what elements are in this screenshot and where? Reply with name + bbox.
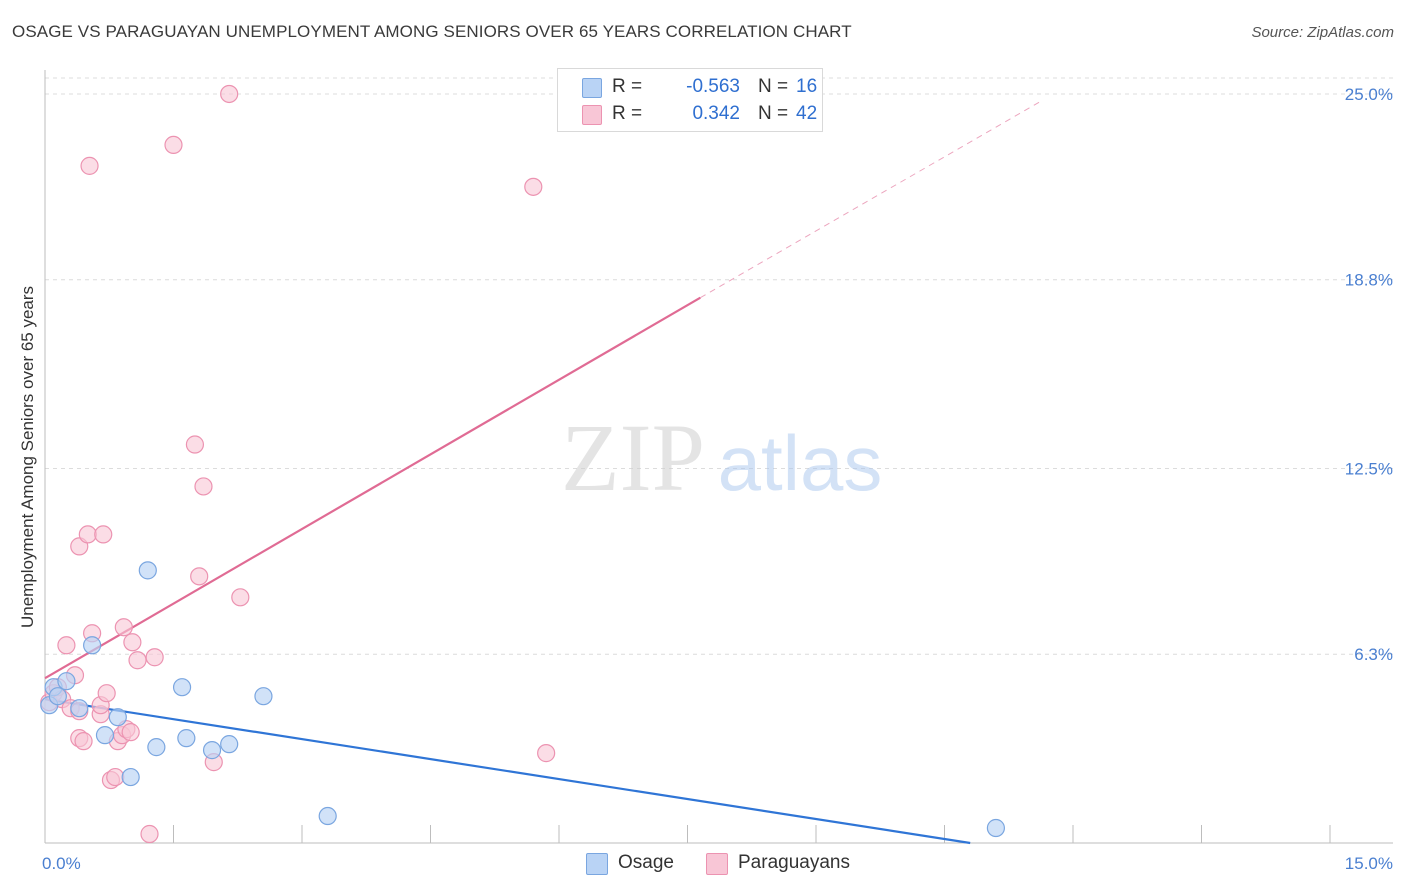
- paraguayans-point: [537, 744, 556, 763]
- x-tick-label: 0.0%: [42, 854, 81, 873]
- source-label: Source: ZipAtlas.com: [1251, 24, 1394, 41]
- tick-labels: 6.3% 12.5% 18.8% 25.0% 0.0% 15.0%: [42, 85, 1393, 873]
- bottom-osage-swatch: [586, 853, 608, 875]
- paraguayans-point: [140, 824, 159, 844]
- osage-point: [70, 699, 89, 718]
- paraguayans-r-value: 0.342: [692, 103, 740, 124]
- paraguayans-point: [121, 723, 140, 742]
- osage-r-value: -0.563: [686, 76, 740, 97]
- paraguayans-point: [94, 525, 113, 544]
- osage-point: [254, 687, 273, 706]
- osage-point: [172, 678, 192, 697]
- paraguayans-point: [78, 525, 97, 544]
- osage-point: [83, 636, 102, 655]
- paraguayans-point: [185, 435, 205, 454]
- paraguayans-r-label: R =: [612, 103, 643, 124]
- paraguayans-point: [194, 477, 213, 496]
- osage-n-value: 16: [796, 76, 818, 97]
- paraguayans-point: [220, 84, 239, 104]
- osage-point: [147, 738, 166, 757]
- osage-point: [48, 687, 67, 706]
- y-tick-label: 6.3%: [1354, 645, 1393, 664]
- paraguayans-point: [190, 567, 209, 586]
- data-points: [40, 84, 1006, 844]
- trend-lines: [44, 99, 1044, 845]
- paraguayans-trend-line: [44, 296, 701, 680]
- osage-point: [108, 708, 127, 727]
- paraguayans-point: [57, 636, 76, 655]
- paraguayans-point: [74, 732, 93, 751]
- axes: [44, 70, 1393, 844]
- y-tick-label: 12.5%: [1345, 459, 1393, 478]
- y-axis-label: Unemployment Among Seniors over 65 years: [18, 286, 37, 628]
- paraguayans-n-value: 42: [796, 103, 818, 124]
- paraguayans-point: [106, 767, 125, 787]
- osage-point: [138, 561, 157, 580]
- paraguayans-point: [97, 684, 116, 703]
- paraguayans-point: [164, 135, 183, 155]
- paraguayans-point: [114, 618, 133, 637]
- osage-point: [220, 735, 239, 754]
- bottom-osage-label: Osage: [618, 852, 674, 873]
- osage-n-label: N =: [758, 76, 789, 97]
- paraguayans-point: [524, 177, 543, 196]
- paraguayans-swatch: [582, 105, 602, 125]
- osage-point: [318, 806, 337, 826]
- osage-point: [202, 741, 222, 760]
- watermark: ZIP atlas: [561, 404, 882, 511]
- y-tick-label: 18.8%: [1345, 271, 1393, 290]
- osage-trend-line: [44, 698, 971, 845]
- osage-point: [986, 818, 1006, 838]
- x-tick-label: 15.0%: [1345, 854, 1393, 873]
- osage-point: [57, 672, 76, 691]
- osage-point: [95, 726, 115, 745]
- paraguayans-point: [145, 648, 164, 667]
- watermark-atlas: atlas: [718, 419, 883, 507]
- paraguayans-point: [128, 651, 147, 670]
- bottom-paraguayans-swatch: [706, 853, 728, 875]
- osage-point: [121, 767, 140, 787]
- chart-title: OSAGE VS PARAGUAYAN UNEMPLOYMENT AMONG S…: [12, 22, 852, 41]
- y-tick-label: 25.0%: [1345, 85, 1393, 104]
- bottom-paraguayans-label: Paraguayans: [738, 852, 850, 873]
- osage-swatch: [582, 78, 602, 98]
- paraguayans-point: [123, 633, 142, 652]
- paraguayans-point: [231, 588, 250, 607]
- paraguayans-n-label: N =: [758, 103, 789, 124]
- osage-r-label: R =: [612, 76, 643, 97]
- grid-lines: [45, 77, 1393, 655]
- paraguayans-point: [80, 156, 99, 175]
- osage-point: [177, 729, 196, 748]
- watermark-zip: ZIP: [561, 404, 705, 511]
- correlation-legend: R = -0.563 N = 16 R = 0.342 N = 42: [557, 68, 823, 132]
